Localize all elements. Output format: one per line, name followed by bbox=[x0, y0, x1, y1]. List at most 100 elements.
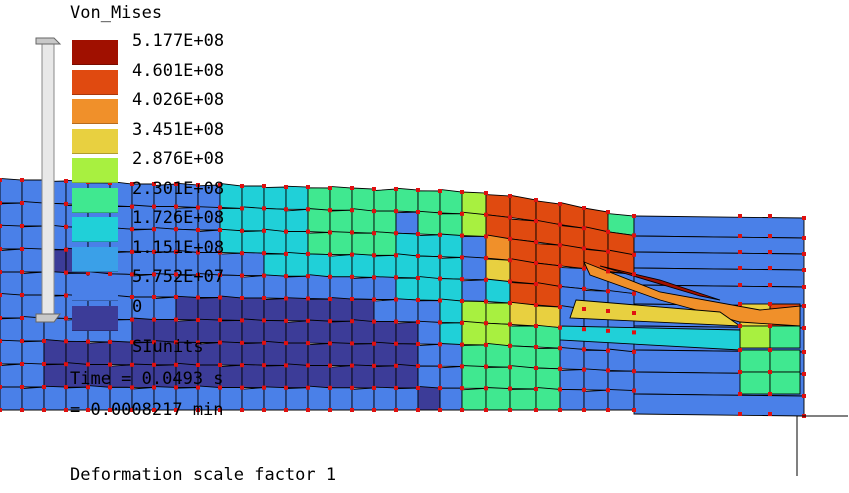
mesh-node bbox=[262, 228, 266, 233]
mesh-node bbox=[108, 385, 112, 390]
mesh-element bbox=[241, 363, 265, 389]
mesh-element bbox=[263, 186, 287, 210]
mesh-node bbox=[508, 215, 512, 220]
mesh-node bbox=[350, 408, 354, 412]
mesh-node bbox=[64, 270, 68, 275]
mesh-element bbox=[329, 231, 353, 256]
mesh-element bbox=[395, 277, 419, 301]
mesh-node bbox=[328, 408, 332, 412]
mesh-node bbox=[152, 317, 156, 322]
mesh-element bbox=[439, 365, 463, 389]
mesh-element bbox=[633, 235, 805, 255]
mesh-element bbox=[633, 215, 805, 239]
mesh-node bbox=[284, 318, 288, 323]
mesh-node bbox=[262, 340, 266, 345]
mesh-node bbox=[240, 363, 244, 368]
mesh-element bbox=[417, 255, 441, 280]
mesh-node bbox=[606, 309, 610, 313]
mesh-node bbox=[196, 250, 200, 255]
mesh-node bbox=[42, 385, 46, 389]
mesh-element bbox=[285, 387, 309, 411]
mesh-node bbox=[0, 385, 2, 389]
mesh-node bbox=[20, 362, 24, 366]
legend-swatch bbox=[72, 187, 118, 213]
mesh-element bbox=[485, 342, 511, 368]
mesh-node bbox=[802, 350, 806, 354]
mesh-node bbox=[262, 363, 266, 368]
mesh-node bbox=[416, 408, 420, 412]
units-label: SIunits bbox=[132, 337, 204, 357]
mesh-node bbox=[394, 253, 398, 258]
mesh-node bbox=[738, 392, 742, 396]
mesh-node bbox=[86, 339, 90, 344]
mesh-element bbox=[0, 248, 23, 273]
slider-bottom-handle bbox=[35, 313, 61, 323]
mesh-element bbox=[485, 302, 511, 325]
mesh-node bbox=[196, 295, 200, 300]
mesh-node bbox=[218, 385, 222, 390]
mesh-node bbox=[394, 231, 398, 236]
mesh-element bbox=[583, 261, 801, 327]
mesh-node bbox=[632, 330, 636, 335]
mesh-node bbox=[152, 408, 156, 412]
legend-swatch bbox=[72, 99, 118, 124]
mesh-node bbox=[284, 296, 288, 301]
mesh-node bbox=[416, 254, 420, 258]
mesh-node bbox=[174, 249, 178, 254]
mesh-node bbox=[86, 271, 90, 276]
mesh-node bbox=[438, 320, 442, 325]
mesh-element bbox=[0, 363, 23, 388]
mesh-element bbox=[509, 281, 537, 306]
mesh-node bbox=[218, 183, 222, 187]
mesh-element bbox=[607, 348, 635, 372]
mesh-element bbox=[329, 296, 353, 322]
mesh-element bbox=[43, 363, 67, 388]
mesh-node bbox=[582, 266, 586, 271]
mesh-node bbox=[606, 368, 610, 373]
mesh-node bbox=[534, 324, 538, 328]
mesh-node bbox=[582, 387, 586, 392]
mesh-element bbox=[153, 296, 177, 321]
mesh-element bbox=[241, 206, 265, 232]
mesh-node bbox=[372, 341, 376, 346]
mesh-element bbox=[559, 388, 585, 411]
mesh-element bbox=[439, 322, 463, 346]
mesh-node bbox=[350, 341, 354, 346]
mesh-element bbox=[417, 320, 441, 345]
mesh-element bbox=[395, 187, 419, 213]
mesh-element bbox=[535, 367, 561, 390]
mesh-node bbox=[240, 228, 244, 233]
mesh-element bbox=[439, 278, 463, 302]
mesh-element bbox=[373, 254, 397, 278]
mesh-node bbox=[768, 302, 772, 306]
mesh-element bbox=[307, 231, 331, 256]
time-seconds: Time = 0.0493 s bbox=[70, 369, 224, 389]
mesh-node bbox=[240, 318, 244, 323]
mesh-element bbox=[241, 275, 265, 299]
mesh-element bbox=[461, 256, 487, 281]
mesh-node bbox=[802, 285, 806, 289]
mesh-node bbox=[108, 362, 112, 367]
legend-slider[interactable] bbox=[34, 36, 70, 324]
mesh-element bbox=[439, 213, 463, 237]
mesh-node bbox=[438, 276, 442, 281]
mesh-node bbox=[284, 229, 288, 234]
mesh-element bbox=[43, 338, 67, 365]
legend-level-label: 1.151E+08 bbox=[132, 237, 225, 258]
mesh-node bbox=[394, 385, 398, 390]
mesh-element bbox=[373, 386, 397, 411]
mesh-node bbox=[606, 249, 610, 254]
mesh-node bbox=[328, 252, 332, 257]
mesh-node bbox=[632, 311, 636, 315]
mesh-node bbox=[240, 251, 244, 256]
mesh-element bbox=[307, 319, 331, 344]
mesh-node bbox=[606, 210, 610, 214]
mesh-node bbox=[64, 408, 68, 412]
mesh-node bbox=[196, 385, 200, 390]
mesh-node bbox=[508, 408, 512, 412]
mesh-node bbox=[130, 408, 134, 412]
mesh-node bbox=[484, 342, 488, 347]
mesh-node bbox=[20, 408, 24, 412]
mesh-node bbox=[174, 295, 178, 299]
